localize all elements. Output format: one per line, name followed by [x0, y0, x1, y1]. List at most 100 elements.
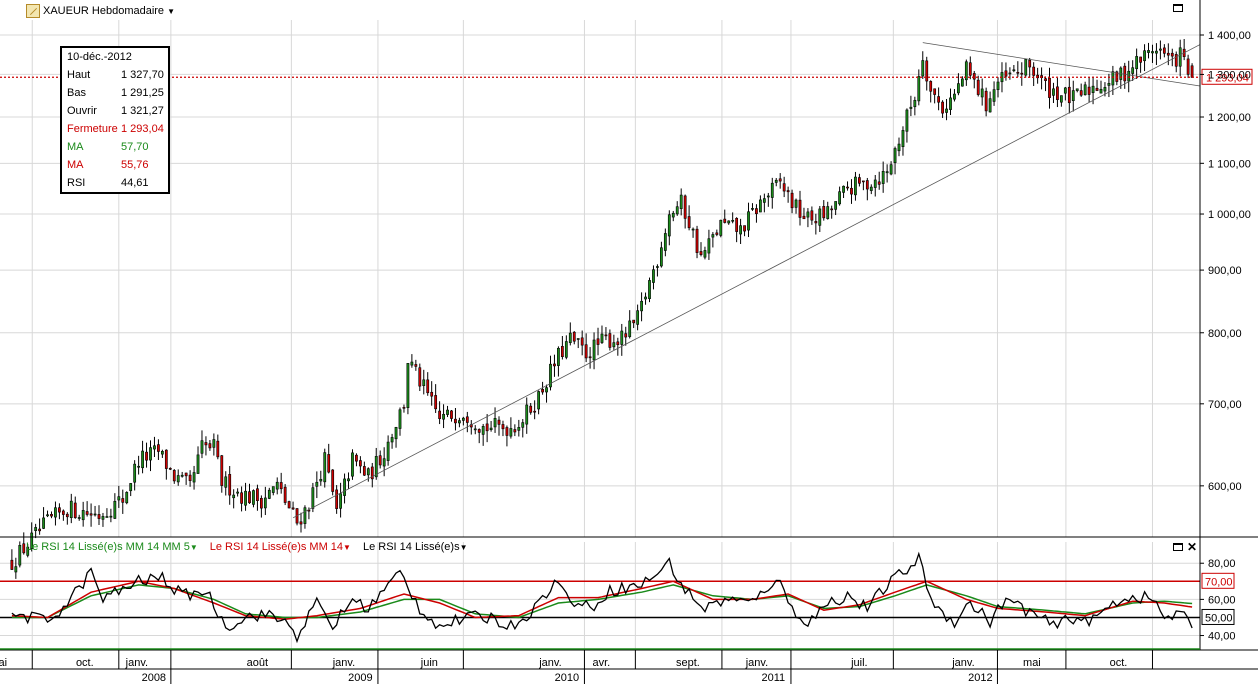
candle-body: [766, 195, 770, 198]
candle-body: [390, 437, 394, 443]
candle-body: [351, 452, 354, 477]
candle-body: [477, 429, 481, 433]
candle-body: [917, 76, 921, 102]
candle-body: [287, 501, 291, 509]
candle-body: [1170, 52, 1174, 57]
candle-body: [69, 500, 73, 518]
price-tick-label: 1 100,00: [1208, 158, 1251, 170]
rsi-legend-item[interactable]: Le RSI 14 Lissé(e)s MM 14 MM 5▼: [26, 541, 198, 553]
chart-title-bar[interactable]: XAUEUR Hebdomadaire ▼: [26, 3, 175, 19]
candle-body: [576, 338, 580, 340]
candle-body: [446, 409, 449, 415]
candle-body: [331, 469, 335, 492]
info-label: MA: [67, 141, 84, 153]
candle-body: [794, 199, 798, 208]
candle-body: [941, 101, 944, 114]
candle-body: [699, 251, 703, 255]
chevron-down-icon[interactable]: ▼: [343, 543, 351, 552]
candle-body: [434, 395, 438, 410]
candle-body: [945, 108, 948, 113]
info-row: MA 57,70: [62, 138, 168, 156]
candle-body: [149, 447, 152, 461]
candle-body: [604, 334, 608, 337]
candle-body: [881, 171, 885, 184]
candle-body: [537, 391, 541, 410]
candle-body: [204, 442, 208, 446]
candle-body: [687, 216, 691, 229]
candle-body: [659, 247, 663, 267]
candle-body: [216, 440, 220, 458]
candle-body: [675, 206, 679, 215]
candle-body: [1012, 69, 1016, 72]
candle-body: [834, 201, 838, 210]
candle-body: [220, 455, 224, 486]
candle-body: [160, 450, 164, 455]
info-row: RSI 44,61: [62, 174, 168, 192]
price-tick-label: 700,00: [1208, 399, 1242, 411]
info-row: Bas 1 291,25: [62, 84, 168, 102]
candle-body: [93, 513, 97, 516]
info-value: 44,61: [121, 177, 149, 189]
candle-body: [236, 491, 240, 494]
candle-body: [1091, 85, 1095, 94]
candle-body: [81, 510, 85, 521]
candle-body: [889, 164, 893, 175]
candle-body: [933, 88, 937, 95]
chevron-down-icon[interactable]: ▼: [459, 543, 468, 552]
candle-body: [592, 339, 596, 361]
price-tick-label: 1 000,00: [1208, 209, 1251, 221]
candle-body: [1162, 47, 1166, 54]
info-label: Bas: [67, 87, 86, 99]
candle-body: [386, 441, 390, 461]
candle-body: [497, 419, 501, 425]
month-label: avr.: [592, 657, 610, 669]
candle-body: [949, 97, 952, 110]
price-tick-label: 1 400,00: [1208, 30, 1251, 42]
candle-body: [608, 333, 612, 348]
rsi-panel-maximize-icon[interactable]: [1173, 543, 1183, 551]
candle-body: [192, 472, 196, 483]
candle-body: [465, 416, 469, 423]
candle-body: [61, 510, 65, 515]
price-panel-maximize-icon[interactable]: [1173, 4, 1183, 12]
candle-body: [279, 482, 283, 490]
candle-body: [501, 424, 505, 430]
candle-body: [521, 422, 525, 428]
month-label: oct.: [1110, 657, 1128, 669]
rsi-tick-label: 40,00: [1208, 631, 1236, 643]
candle-body: [838, 191, 841, 205]
candle-body: [267, 489, 271, 499]
candle-body: [628, 320, 632, 337]
rsi-panel-close-icon[interactable]: ✕: [1187, 540, 1198, 554]
candle-body: [327, 454, 331, 473]
candle-body: [790, 192, 794, 209]
current-price-label: 1 293,04: [1206, 72, 1249, 84]
candle-body: [854, 176, 857, 196]
chevron-down-icon[interactable]: ▼: [167, 6, 175, 16]
candle-body: [557, 347, 560, 366]
rsi-legend-item[interactable]: Le RSI 14 Lissé(e)s MM 14▼: [210, 541, 351, 553]
candle-body: [572, 331, 576, 342]
candle-body: [228, 474, 232, 496]
candle-body: [957, 83, 960, 94]
candle-body: [727, 220, 731, 224]
candle-body: [133, 463, 137, 483]
month-label: mai: [0, 657, 7, 669]
candle-body: [307, 509, 311, 512]
candle-body: [374, 456, 378, 478]
candle-body: [846, 186, 849, 189]
candle-body: [905, 109, 909, 132]
rsi-legend-item[interactable]: Le RSI 14 Lissé(e)s▼: [363, 541, 468, 553]
rsi-ma-fast-line: [11, 580, 1193, 621]
candle-body: [58, 507, 61, 513]
candle-body: [1103, 87, 1107, 92]
chart-title: XAUEUR Hebdomadaire: [43, 5, 165, 17]
info-row: Haut 1 327,70: [62, 66, 168, 84]
candle-body: [1147, 50, 1150, 53]
info-label: RSI: [67, 177, 86, 189]
chevron-down-icon[interactable]: ▼: [189, 543, 198, 552]
info-value: 1 291,25: [121, 87, 164, 99]
candle-body: [909, 106, 913, 109]
